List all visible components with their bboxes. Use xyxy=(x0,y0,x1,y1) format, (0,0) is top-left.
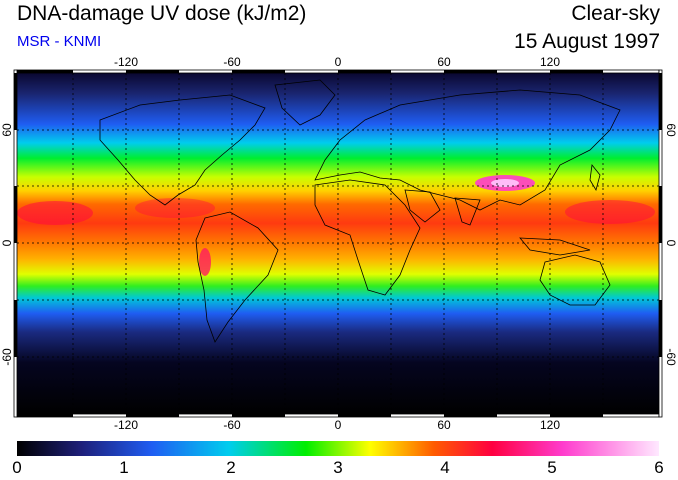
coastlines xyxy=(99,79,621,343)
lon-tick-top: -60 xyxy=(223,55,241,69)
lat-tick-right: -60 xyxy=(664,348,678,366)
lon-tick-top: 60 xyxy=(437,55,451,69)
australia-coast xyxy=(539,254,611,306)
lat-tick-left: -60 xyxy=(0,348,14,366)
greenland-coast xyxy=(274,79,336,126)
longitude-ticks-top: -120 -60 0 60 120 xyxy=(114,55,560,69)
gridlines xyxy=(17,73,659,414)
colorbar-label: 5 xyxy=(547,458,557,477)
north-america-coast xyxy=(99,94,266,206)
latitude-ticks-right: 60 0 -60 xyxy=(664,123,678,366)
europe-asia-coast xyxy=(314,89,621,211)
colorbar-label: 4 xyxy=(440,458,450,477)
latitude-ticks-left: 60 0 -60 xyxy=(0,123,14,366)
eastpacific-red-patch xyxy=(135,198,215,218)
credit-label: MSR - KNMI xyxy=(17,33,102,50)
lon-tick-bottom: -120 xyxy=(114,418,138,432)
sky-condition-label: Clear-sky xyxy=(571,2,660,25)
colorbar xyxy=(17,441,659,456)
arabia-coast xyxy=(404,189,441,223)
lat-tick-right: 0 xyxy=(664,240,678,247)
south-america-coast xyxy=(195,211,279,343)
lon-tick-bottom: 60 xyxy=(437,418,451,432)
india-coast xyxy=(454,197,481,226)
colorbar-label: 0 xyxy=(12,458,22,477)
lat-tick-left: 0 xyxy=(0,239,14,246)
lon-tick-top: -120 xyxy=(114,55,138,69)
map-title: DNA-damage UV dose (kJ/m2) xyxy=(17,2,307,25)
lon-tick-top: 120 xyxy=(540,55,560,69)
colorbar-label: 3 xyxy=(333,458,343,477)
indonesia-coast xyxy=(519,237,591,256)
lon-tick-bottom: 120 xyxy=(540,418,560,432)
pacific-red-patch xyxy=(17,201,93,225)
lon-tick-bottom: 0 xyxy=(335,418,342,432)
andes-uv-maximum xyxy=(199,248,211,276)
colorbar-label: 1 xyxy=(119,458,129,477)
africa-coast xyxy=(314,179,421,296)
japan-coast xyxy=(589,164,601,192)
date-label: 15 August 1997 xyxy=(514,30,660,53)
colorbar-label: 6 xyxy=(654,458,664,477)
lat-tick-right: 60 xyxy=(664,123,678,137)
colorbar-label: 2 xyxy=(226,458,236,477)
lon-tick-bottom: -60 xyxy=(223,418,241,432)
longitude-ticks-bottom: -120 -60 0 60 120 xyxy=(114,418,560,432)
lat-tick-left: 60 xyxy=(0,123,14,137)
map-frame xyxy=(13,69,663,418)
lon-tick-top: 0 xyxy=(335,55,342,69)
tibet-uv-core xyxy=(491,179,519,187)
westpacific-red-patch xyxy=(565,200,655,224)
